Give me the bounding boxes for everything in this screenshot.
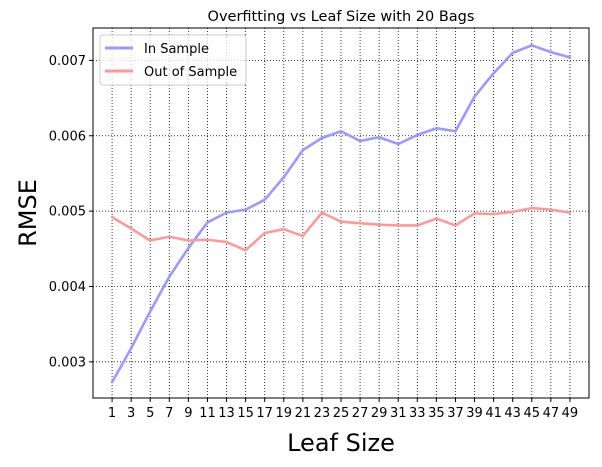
- x-axis: 1 3 5 7 9 11 13 15 17 19 21 23 25 27 29 31 33 35 37 39 41 43 4…: [108, 398, 578, 421]
- x-tick-label: 35: [428, 406, 445, 421]
- x-tick-label: 33: [409, 406, 426, 421]
- x-tick-label: 17: [256, 406, 273, 421]
- y-tick-label: 0.007: [49, 54, 86, 69]
- x-tick-label: 45: [523, 406, 540, 421]
- y-tick-label: 0.005: [49, 205, 86, 220]
- x-tick-label: 41: [485, 406, 502, 421]
- x-tick-label: 9: [184, 406, 192, 421]
- x-tick-label: 13: [218, 406, 235, 421]
- y-axis-label: RMSE: [14, 179, 42, 247]
- x-tick-label: 43: [504, 406, 521, 421]
- series-line-out-of-sample: [110, 206, 572, 252]
- x-tick-label: 23: [314, 406, 331, 421]
- x-tick-label: 39: [466, 406, 483, 421]
- x-tick-label: 1: [108, 406, 116, 421]
- x-tick-label: 25: [333, 406, 350, 421]
- y-tick-label: 0.004: [49, 280, 86, 295]
- chart-title: Overfitting vs Leaf Size with 20 Bags: [208, 9, 475, 25]
- y-axis: 0.003 0.004 0.005 0.006 0.007: [49, 54, 93, 370]
- x-tick-label: 29: [371, 406, 388, 421]
- x-tick-label: 21: [295, 406, 312, 421]
- x-tick-label: 47: [543, 406, 560, 421]
- x-tick-label: 3: [127, 406, 135, 421]
- x-tick-label: 19: [275, 406, 292, 421]
- y-tick-label: 0.006: [49, 129, 86, 144]
- x-tick-label: 11: [199, 406, 216, 421]
- x-tick-label: 31: [390, 406, 407, 421]
- x-tick-label: 5: [146, 406, 154, 421]
- legend-box: [99, 34, 247, 86]
- y-tick-label: 0.003: [49, 355, 86, 370]
- legend: In Sample Out of Sample: [99, 34, 247, 86]
- legend-label-in-sample: In Sample: [144, 42, 209, 57]
- x-tick-label: 37: [447, 406, 464, 421]
- x-axis-label: Leaf Size: [287, 429, 395, 457]
- x-tick-label: 15: [237, 406, 254, 421]
- x-tick-label: 49: [562, 406, 579, 421]
- x-tick-label: 27: [352, 406, 369, 421]
- x-tick-label: 7: [165, 406, 173, 421]
- legend-label-out-of-sample: Out of Sample: [144, 65, 237, 80]
- series-lines: [110, 44, 572, 384]
- series-line-in-sample: [110, 44, 572, 384]
